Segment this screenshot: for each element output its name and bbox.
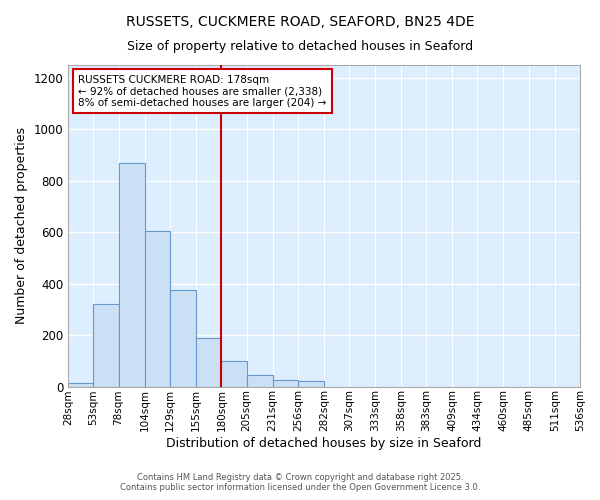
Bar bbox=[68, 382, 94, 386]
Text: RUSSETS, CUCKMERE ROAD, SEAFORD, BN25 4DE: RUSSETS, CUCKMERE ROAD, SEAFORD, BN25 4D… bbox=[126, 15, 474, 29]
Bar bbox=[94, 304, 119, 386]
Bar bbox=[119, 162, 145, 386]
X-axis label: Distribution of detached houses by size in Seaford: Distribution of detached houses by size … bbox=[166, 437, 482, 450]
Bar bbox=[221, 361, 247, 386]
Text: RUSSETS CUCKMERE ROAD: 178sqm
← 92% of detached houses are smaller (2,338)
8% of: RUSSETS CUCKMERE ROAD: 178sqm ← 92% of d… bbox=[79, 74, 327, 108]
Bar bbox=[298, 382, 324, 386]
Bar bbox=[145, 231, 170, 386]
Bar bbox=[272, 380, 298, 386]
Text: Size of property relative to detached houses in Seaford: Size of property relative to detached ho… bbox=[127, 40, 473, 53]
Y-axis label: Number of detached properties: Number of detached properties bbox=[15, 128, 28, 324]
Bar bbox=[247, 375, 272, 386]
Text: Contains HM Land Registry data © Crown copyright and database right 2025.
Contai: Contains HM Land Registry data © Crown c… bbox=[120, 473, 480, 492]
Bar bbox=[196, 338, 221, 386]
Bar bbox=[170, 290, 196, 386]
